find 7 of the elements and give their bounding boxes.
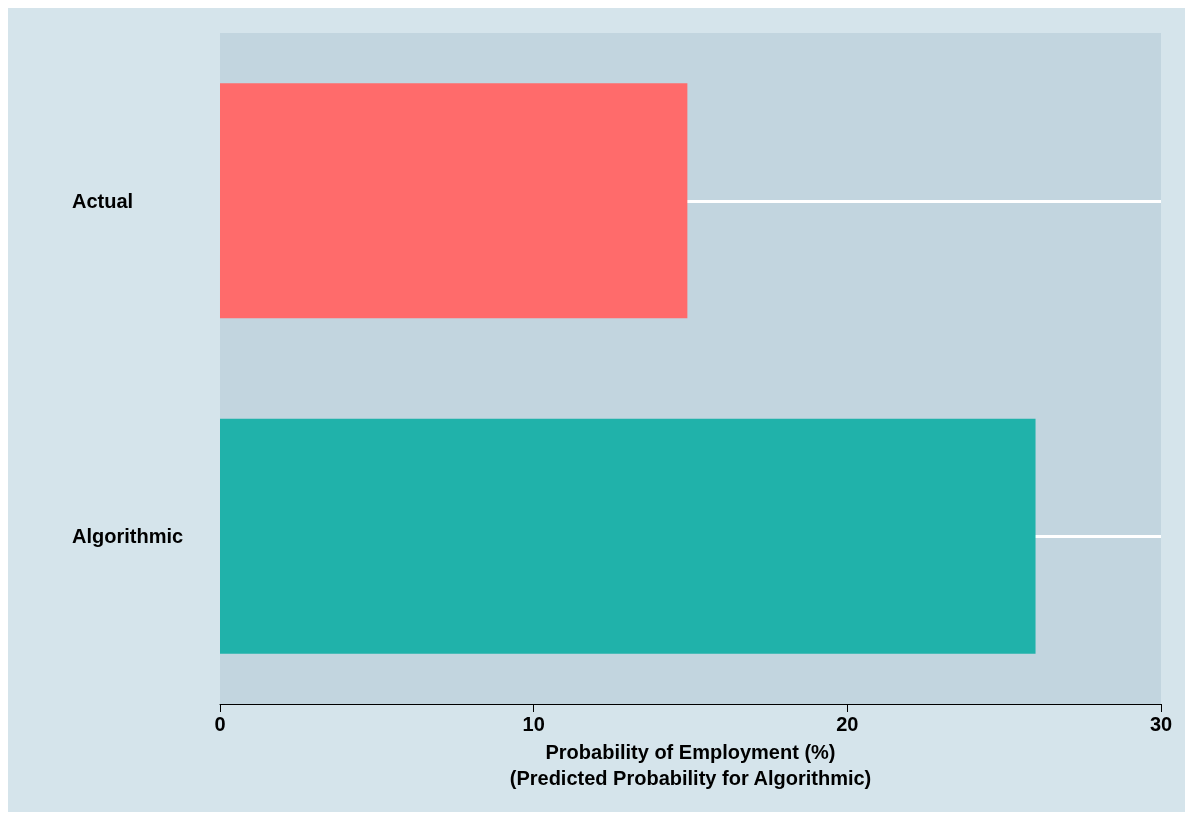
y-tick-label: Algorithmic: [72, 525, 184, 548]
y-tick-label: Actual: [72, 189, 134, 212]
x-axis-title: Probability of Employment (%) (Predicted Probability for Algorithmic): [509, 740, 872, 789]
x-tick-label: 20: [836, 713, 859, 735]
x-tick-label: 10: [522, 713, 545, 735]
x-tick-label: 30: [1149, 713, 1173, 735]
x-tick-label: 0: [214, 713, 226, 735]
